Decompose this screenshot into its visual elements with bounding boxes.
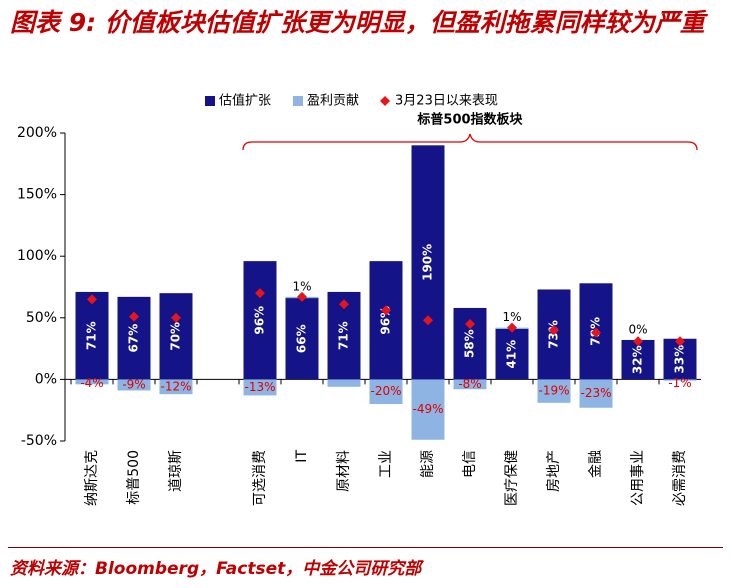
x-tick-label: IT <box>294 450 310 463</box>
y-tick-label: 200% <box>17 125 57 141</box>
value-label: 71% <box>337 321 351 350</box>
bar-segment <box>495 328 529 380</box>
x-tick-label: 能源 <box>420 450 436 478</box>
x-tick-label: 工业 <box>378 450 394 478</box>
point <box>339 299 349 310</box>
point <box>297 291 307 302</box>
point <box>633 336 643 347</box>
y-tick-label: 50% <box>26 310 57 326</box>
y-tick-label: 0% <box>35 371 57 387</box>
value-label: 0% <box>628 322 647 336</box>
y-tick-label: -50% <box>21 433 57 449</box>
legend-marker <box>380 96 391 106</box>
annotation: 标普500指数板块 <box>416 112 523 128</box>
value-label: -20% <box>370 384 401 398</box>
value-label: 67% <box>127 324 141 353</box>
point <box>549 325 559 336</box>
value-label: -8% <box>458 377 481 391</box>
x-tick-label: 公用事业 <box>630 450 646 506</box>
source-note: 资料来源：Bloomberg，Factset，中金公司研究部 <box>10 559 422 579</box>
point <box>465 318 475 329</box>
x-tick-label: 可选消费 <box>252 450 268 506</box>
x-tick-label: 道琼斯 <box>168 450 184 492</box>
value-label: -4% <box>80 376 103 390</box>
value-label: 71% <box>85 321 99 350</box>
value-label: 32% <box>631 345 645 374</box>
point <box>591 327 601 338</box>
x-tick-label: 房地产 <box>546 450 562 492</box>
value-label: -13% <box>244 380 275 394</box>
value-label: 70% <box>169 322 183 351</box>
bar-segment <box>117 296 151 380</box>
chart: 标普500指数板块 -50% 0% 50% 100% 150% 200% 纳斯达克 标普500… <box>17 93 701 506</box>
x-tick-label: 标普500 <box>126 450 142 505</box>
bracket <box>242 133 698 151</box>
value-label: 1% <box>502 310 521 324</box>
point <box>171 312 181 323</box>
value-label: 96% <box>379 306 393 335</box>
point <box>129 311 139 322</box>
bar-segment <box>285 298 319 380</box>
bar-segment <box>537 379 571 403</box>
legend-label: 估值扩张 <box>219 93 271 109</box>
legend-marker <box>293 96 304 106</box>
point <box>255 288 265 299</box>
y-tick-label: 150% <box>17 187 57 203</box>
bar-segment <box>243 261 277 380</box>
bar-segment <box>663 379 697 381</box>
x-tick-label: 纳斯达克 <box>84 450 100 506</box>
y-tick-label: 100% <box>17 248 57 264</box>
x-tick-label: 金融 <box>588 450 604 478</box>
value-label: -19% <box>538 384 569 398</box>
x-tick-label: 电信 <box>462 450 478 478</box>
bar-segment <box>117 379 151 391</box>
value-label: 96% <box>253 306 267 335</box>
legend-marker <box>205 96 215 106</box>
point <box>675 336 685 347</box>
bar-segment <box>621 339 655 380</box>
value-label: -12% <box>160 379 191 393</box>
value-label: 66% <box>295 324 309 353</box>
value-label: -23% <box>580 386 611 400</box>
bar-segment <box>411 379 445 440</box>
bar-segment <box>327 379 361 387</box>
bar-segment <box>243 379 277 396</box>
bar-segment <box>75 291 109 380</box>
bar-segment <box>159 293 193 380</box>
value-label: 1% <box>292 279 311 293</box>
bar-segment <box>75 379 109 385</box>
point <box>507 322 517 333</box>
value-label: -1% <box>668 376 691 390</box>
bar-segment <box>453 379 487 390</box>
x-tick-label: 医疗保健 <box>504 450 520 506</box>
value-label: -49% <box>412 402 443 416</box>
legend-label: 3月23日以来表现 <box>395 94 498 109</box>
divider <box>8 547 723 548</box>
value-label: 41% <box>505 340 519 369</box>
bar-segment <box>411 145 445 380</box>
value-label: -9% <box>122 377 145 391</box>
point <box>87 294 97 305</box>
value-label: 58% <box>463 329 477 358</box>
chart-title: 图表 9: 价值板块估值扩张更为明显，但盈利拖累同样较为严重 <box>10 8 705 37</box>
point <box>423 315 433 326</box>
x-tick-label: 原材料 <box>336 450 352 492</box>
value-label: 190% <box>421 244 435 281</box>
bar-segment <box>159 379 193 395</box>
x-tick-label: 必需消费 <box>672 450 688 506</box>
bar-segment <box>369 261 403 380</box>
point <box>381 305 391 316</box>
bar-segment <box>579 379 613 408</box>
bar-segment <box>369 379 403 405</box>
value-label: 33% <box>673 345 687 374</box>
legend-label: 盈利贡献 <box>307 94 359 109</box>
